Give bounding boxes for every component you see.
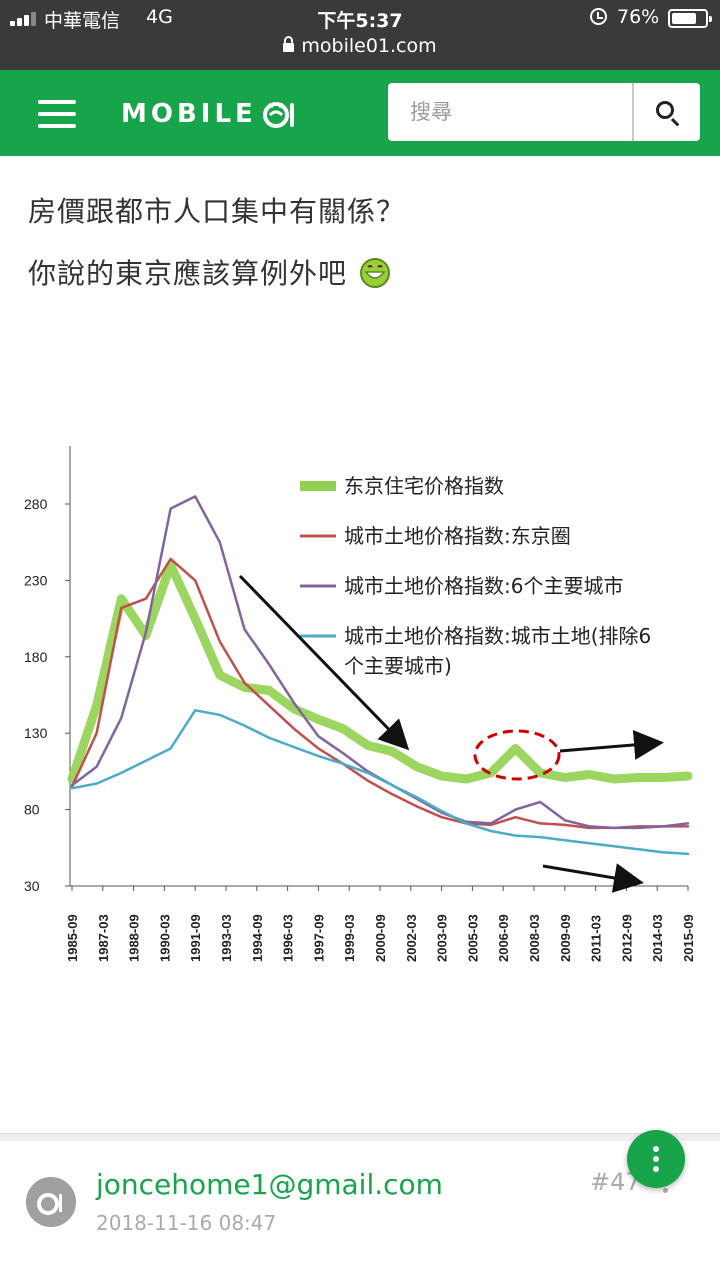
legend-label: 东京住宅价格指数 xyxy=(344,474,504,498)
menu-icon[interactable] xyxy=(38,100,78,128)
x-tick-label: 1999-03 xyxy=(342,914,357,962)
post-text: 你說的東京應該算例外吧 xyxy=(28,257,348,290)
network-type: 4G xyxy=(146,6,173,28)
logo-face-icon xyxy=(262,102,294,128)
search-icon xyxy=(656,101,674,119)
carrier-name: 中華電信 xyxy=(44,10,121,32)
x-tick-label: 1997-09 xyxy=(311,914,326,962)
y-tick-label: 130 xyxy=(24,725,48,741)
x-tick-label: 2000-09 xyxy=(373,914,388,962)
site-logo[interactable]: MOBILE xyxy=(121,96,297,132)
legend-label: 城市土地价格指数:东京圈 xyxy=(344,524,571,548)
x-tick-label: 2015-09 xyxy=(681,914,696,962)
y-tick-label: 180 xyxy=(24,649,48,665)
post-text-line: 房價跟都市人口集中有關係？ xyxy=(28,195,406,228)
avatar[interactable] xyxy=(26,1177,76,1227)
url-text: mobile01.com xyxy=(301,35,437,57)
search-input[interactable] xyxy=(390,85,630,139)
annotation-arrow xyxy=(542,863,644,893)
x-tick-label: 2002-03 xyxy=(404,914,419,962)
signal-icon xyxy=(10,12,40,26)
author-name[interactable]: joncehome1@gmail.com xyxy=(96,1168,443,1201)
post-text-line: 你說的東京應該算例外吧 xyxy=(28,252,391,292)
y-tick-label: 280 xyxy=(24,496,48,512)
x-tick-label: 1988-09 xyxy=(127,914,142,962)
x-tick-label: 1990-03 xyxy=(157,914,172,962)
x-tick-label: 2014-03 xyxy=(650,914,665,962)
x-tick-label: 1994-09 xyxy=(250,914,265,962)
clock: 下午5:37 xyxy=(317,10,403,32)
fab-more-button[interactable] xyxy=(627,1130,685,1188)
series-line xyxy=(70,557,690,830)
grin-emoticon-icon xyxy=(360,258,391,288)
x-tick-label: 2009-09 xyxy=(558,914,573,962)
more-options-icon[interactable] xyxy=(663,1188,668,1193)
price-index-chart: 280 230 180 130 80 30 1985-09 1987-03 1988-09 199… xyxy=(0,446,720,966)
chart-svg: 280 230 180 130 80 30 1985-09 1987-03 1988-09 199… xyxy=(24,446,696,962)
search-box xyxy=(388,83,700,141)
url-bar[interactable]: mobile01.com xyxy=(0,35,720,57)
battery-icon xyxy=(668,9,712,28)
x-tick-label: 2012-09 xyxy=(619,914,634,962)
section-divider xyxy=(0,1133,720,1141)
x-tick-label: 1996-03 xyxy=(281,914,296,962)
alarm-icon xyxy=(590,8,607,25)
highlight-ellipse xyxy=(473,729,561,781)
search-button[interactable] xyxy=(632,83,700,141)
battery-percent: 76% xyxy=(617,6,660,28)
y-tick-label: 230 xyxy=(24,572,48,588)
legend-label: 城市土地价格指数:城市土地(排除6 xyxy=(344,624,651,648)
x-tick-label: 2008-03 xyxy=(527,914,542,962)
x-tick-label: 1991-09 xyxy=(188,914,203,962)
site-header: MOBILE xyxy=(0,70,720,156)
x-tick-label: 1985-09 xyxy=(65,914,80,962)
annotation-arrow xyxy=(559,730,664,760)
x-tick-label: 1987-03 xyxy=(96,914,111,962)
annotation-arrow xyxy=(238,574,410,751)
x-tick-label: 2006-09 xyxy=(496,914,511,962)
status-bar: 中華電信 4G 下午5:37 76% mobile01.com xyxy=(0,0,720,70)
y-tick-label: 80 xyxy=(24,802,40,818)
post-date: 2018-11-16 08:47 xyxy=(96,1211,277,1235)
logo-text: MOBILE xyxy=(121,99,257,129)
legend-label: 个主要城市) xyxy=(344,654,452,678)
x-tick-label: 1993-03 xyxy=(219,914,234,962)
x-tick-label: 2003-09 xyxy=(435,914,450,962)
lock-icon xyxy=(283,36,295,52)
y-tick-label: 30 xyxy=(24,878,40,894)
legend-label: 城市土地价格指数:6个主要城市 xyxy=(344,574,623,598)
series-line xyxy=(70,709,690,856)
x-tick-label: 2005-03 xyxy=(465,914,480,962)
x-tick-label: 2011-03 xyxy=(589,915,604,962)
